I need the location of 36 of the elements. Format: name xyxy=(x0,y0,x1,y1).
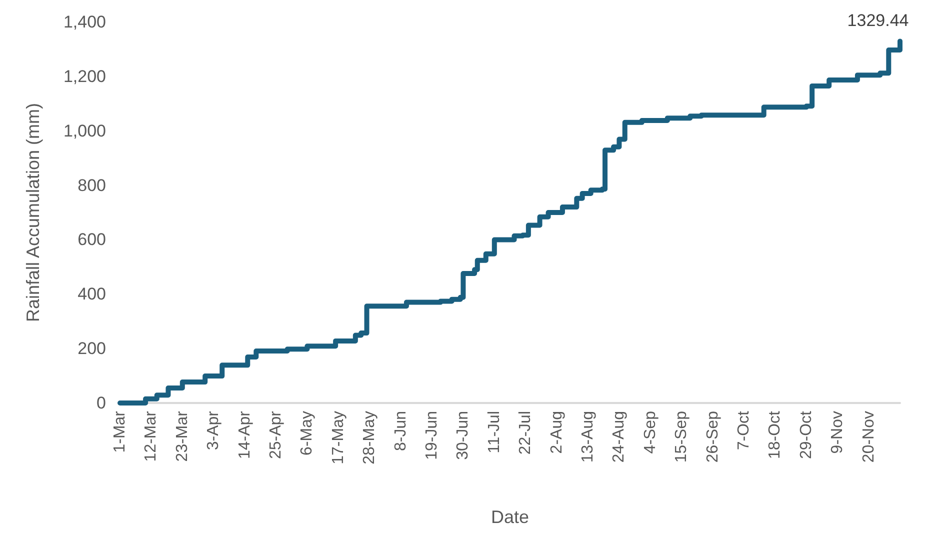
x-tick-label: 11-Jul xyxy=(486,411,503,454)
x-tick-label: 24-Aug xyxy=(610,411,628,463)
y-tick-label: 800 xyxy=(78,176,106,195)
x-tick-label: 4-Sep xyxy=(642,410,659,454)
x-tick-label: 28-May xyxy=(361,411,378,464)
y-axis-title: Rainfall Accumulation (mm) xyxy=(23,102,43,322)
x-tick-label: 14-Apr xyxy=(236,410,254,460)
x-tick-label: 12-Mar xyxy=(142,410,160,462)
x-tick-label: 18-Oct xyxy=(766,410,784,460)
y-tick-label: 0 xyxy=(96,394,106,412)
x-tick-label: 8-Jun xyxy=(392,411,410,452)
y-tick-label: 1,000 xyxy=(63,121,106,140)
x-tick-label: 1-Mar xyxy=(112,410,128,453)
x-tick-label: 29-Oct xyxy=(798,410,815,460)
x-tick-label: 25-Apr xyxy=(268,410,284,460)
x-tick-label: 17-May xyxy=(330,411,347,464)
x-tick-label: 9-Nov xyxy=(829,411,846,454)
y-tick-label: 1,200 xyxy=(63,66,106,86)
x-tick-label: 7-Oct xyxy=(736,410,752,450)
x-tick-label: 30-Jun xyxy=(454,411,472,460)
x-tick-label: 6-May xyxy=(298,411,316,456)
x-tick-label: 13-Aug xyxy=(580,411,596,463)
x-axis-title: Date xyxy=(490,507,530,527)
data-label: 1329.44 xyxy=(847,11,909,30)
y-tick-label: 600 xyxy=(78,230,106,250)
y-tick-label: 400 xyxy=(78,284,106,304)
x-tick-label: 22-Jul xyxy=(517,411,534,455)
x-tick-label: 23-Mar xyxy=(174,410,191,462)
x-tick-label: 3-Apr xyxy=(205,410,222,450)
x-tick-label: 19-Jun xyxy=(424,411,440,460)
y-tick-label: 1,400 xyxy=(63,12,106,32)
x-tick-label: 20-Nov xyxy=(860,411,878,463)
x-tick-label: 15-Sep xyxy=(673,410,690,463)
x-tick-label: 26-Sep xyxy=(704,410,722,463)
x-tick-label: 2-Aug xyxy=(548,411,566,454)
y-tick-label: 200 xyxy=(78,339,106,358)
